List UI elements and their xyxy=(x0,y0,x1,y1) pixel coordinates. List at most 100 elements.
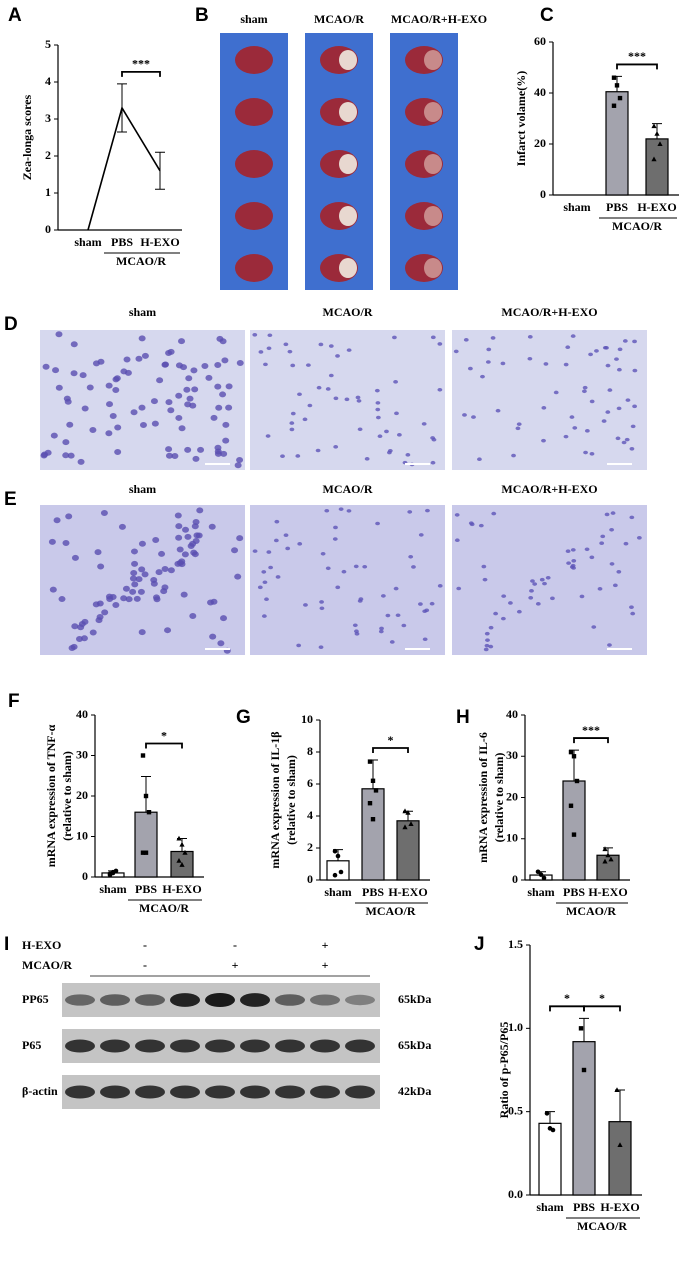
cell xyxy=(68,645,76,652)
cell xyxy=(565,345,571,350)
data-point xyxy=(544,1111,550,1116)
cell xyxy=(158,550,166,557)
cell xyxy=(454,538,460,543)
cell xyxy=(333,525,338,530)
y-tick-label: 40 xyxy=(76,707,88,721)
x-tick-label: sham xyxy=(563,200,590,214)
cell xyxy=(297,542,303,546)
infarct xyxy=(424,154,442,174)
cell xyxy=(629,605,634,609)
band-label: PP65 xyxy=(22,992,49,1006)
cell xyxy=(480,374,485,379)
data-point xyxy=(176,835,182,841)
cell xyxy=(478,523,484,528)
cell xyxy=(579,594,585,599)
cell xyxy=(263,362,268,367)
cell xyxy=(545,575,551,580)
cell xyxy=(408,554,414,559)
y-tick-label: 40 xyxy=(534,85,546,99)
cell xyxy=(353,564,359,569)
cell xyxy=(138,540,146,547)
data-point xyxy=(402,808,408,814)
significance-bracket xyxy=(616,63,658,70)
cell xyxy=(615,436,621,441)
cell xyxy=(422,637,428,642)
y-tick-label: 0.5 xyxy=(508,1103,523,1117)
cell xyxy=(396,433,402,437)
image-label: MCAO/R xyxy=(323,482,373,496)
cell xyxy=(421,422,427,426)
significance-bracket xyxy=(549,1005,585,1012)
cell xyxy=(333,396,339,401)
image-label: sham xyxy=(240,12,267,26)
cell xyxy=(516,422,522,426)
x-tick-label: PBS xyxy=(606,200,628,214)
blot-band xyxy=(310,1085,340,1099)
cell xyxy=(220,615,228,622)
cell xyxy=(604,512,610,517)
significance-bracket xyxy=(573,737,609,744)
cell xyxy=(354,629,359,634)
y-tick-label: 4 xyxy=(45,74,51,88)
cell xyxy=(77,624,85,631)
cell xyxy=(289,427,295,432)
cell xyxy=(175,392,183,399)
x-tick-label: sham xyxy=(99,882,126,896)
cell xyxy=(264,597,269,602)
cell xyxy=(357,427,363,432)
cell xyxy=(190,549,198,556)
bar xyxy=(605,91,629,196)
cell xyxy=(138,629,146,636)
x-tick-label: H-EXO xyxy=(637,200,676,214)
cell xyxy=(139,421,147,428)
cell xyxy=(477,457,482,462)
cell xyxy=(491,511,497,516)
cell xyxy=(236,360,244,367)
cell xyxy=(614,357,619,361)
bar xyxy=(396,820,420,881)
cell xyxy=(130,548,138,555)
treatment-sign: + xyxy=(322,958,329,972)
significance-label: *** xyxy=(582,723,600,737)
cell xyxy=(196,507,204,514)
y-tick-label: 30 xyxy=(76,747,88,761)
cell xyxy=(125,596,133,603)
cell xyxy=(605,410,611,414)
data-point xyxy=(568,803,574,808)
y-tick-label: 0 xyxy=(45,222,51,236)
band-label: β-actin xyxy=(22,1084,58,1098)
data-point xyxy=(541,875,547,881)
bar xyxy=(361,788,385,881)
cell xyxy=(604,346,609,350)
cell xyxy=(411,565,416,569)
cell xyxy=(131,560,139,567)
cell xyxy=(630,611,636,616)
data-point xyxy=(143,850,149,855)
x-tick-label: H-EXO xyxy=(588,885,627,899)
cell xyxy=(175,362,183,369)
cell xyxy=(320,551,326,556)
data-point xyxy=(140,753,146,758)
cell xyxy=(563,434,569,439)
cell xyxy=(570,548,576,552)
cell xyxy=(167,348,175,355)
cell xyxy=(333,445,339,449)
cell xyxy=(437,387,443,392)
cell xyxy=(268,565,274,570)
y-tick-label: 2 xyxy=(307,840,313,854)
y-tick-label: 1 xyxy=(45,185,51,199)
cell xyxy=(191,386,199,393)
data-point xyxy=(176,858,182,863)
histology-image xyxy=(250,505,445,655)
data-point xyxy=(402,824,408,830)
y-axis-label: mRNA expression of IL-6 xyxy=(476,732,490,863)
cell xyxy=(155,569,163,576)
cell xyxy=(185,375,193,382)
y-tick-label: 4 xyxy=(307,808,313,822)
infarct xyxy=(424,102,442,122)
cell xyxy=(48,538,56,545)
data-point xyxy=(614,83,620,88)
bar xyxy=(608,1121,632,1196)
cell xyxy=(346,509,352,513)
cell xyxy=(89,629,97,636)
